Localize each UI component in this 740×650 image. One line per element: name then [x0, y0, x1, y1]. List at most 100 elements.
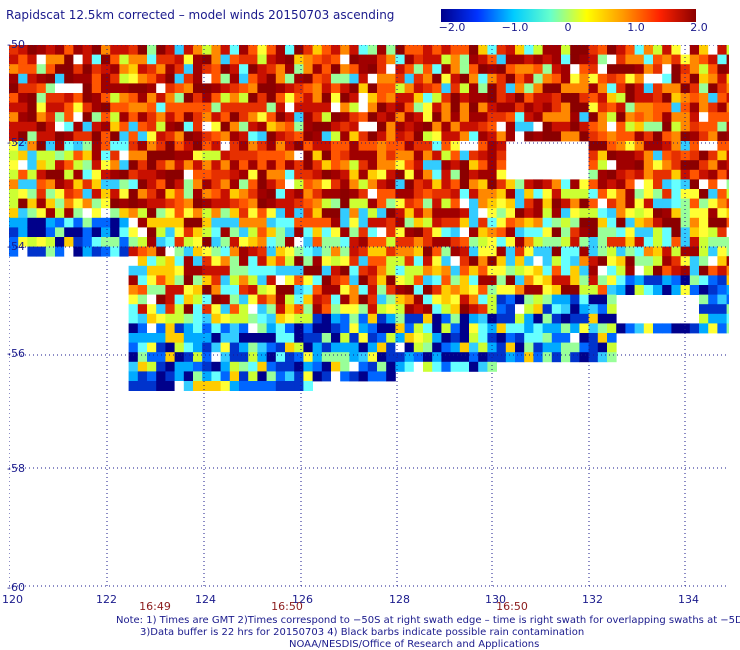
- wind-cell: [349, 285, 359, 295]
- wind-cell: [588, 208, 599, 219]
- wind-cell: [27, 246, 37, 257]
- wind-cell: [726, 313, 729, 324]
- wind-cell: [45, 102, 56, 113]
- pass-time-1: 16:49: [139, 600, 171, 613]
- wind-cell: [699, 45, 709, 55]
- wind-cell: [423, 304, 433, 315]
- wind-cell: [349, 237, 359, 247]
- wind-cell: [91, 179, 102, 190]
- wind-cell: [662, 275, 672, 286]
- wind-cell: [616, 189, 626, 199]
- wind-cell: [285, 64, 295, 75]
- wind-cell: [312, 352, 323, 363]
- wind-cell: [349, 333, 359, 343]
- wind-cell: [634, 102, 645, 113]
- wind-cell: [321, 64, 332, 75]
- wind-cell: [367, 275, 378, 286]
- wind-cell: [524, 54, 534, 65]
- wind-cell: [174, 323, 185, 334]
- wind-cell: [386, 112, 396, 123]
- wind-cell: [643, 112, 654, 123]
- wind-cell: [478, 54, 488, 65]
- lat-label-54: -54: [7, 240, 25, 253]
- wind-cell: [588, 246, 599, 257]
- wind-cell: [137, 256, 148, 267]
- wind-cell: [708, 237, 718, 247]
- wind-cell: [110, 141, 120, 151]
- wind-cell: [211, 179, 221, 190]
- wind-cell: [551, 294, 562, 305]
- wind-cell: [542, 112, 553, 123]
- wind-cell: [183, 150, 194, 161]
- wind-cell: [165, 64, 175, 75]
- wind-cell: [671, 64, 681, 75]
- wind-cell: [459, 237, 470, 247]
- wind-cell: [193, 131, 203, 142]
- wind-cell: [367, 64, 378, 75]
- wind-cell: [469, 208, 479, 219]
- wind-cell: [689, 208, 700, 219]
- wind-cell: [174, 275, 185, 286]
- wind-cell: [147, 112, 157, 123]
- wind-cell: [202, 83, 212, 94]
- wind-cell: [36, 246, 47, 257]
- wind-cell: [331, 323, 341, 334]
- note-line-1: Note: 1) Times are GMT 2)Times correspon…: [116, 615, 740, 626]
- wind-cell: [459, 256, 470, 267]
- wind-cell: [561, 179, 571, 190]
- wind-cell: [597, 256, 608, 267]
- wind-cell: [487, 83, 497, 94]
- wind-cell: [266, 256, 277, 267]
- wind-cell: [82, 179, 93, 190]
- wind-cell: [220, 93, 231, 103]
- wind-cell: [726, 73, 729, 84]
- wind-cell: [266, 198, 277, 209]
- wind-cell: [579, 342, 589, 353]
- wind-cell: [625, 150, 635, 161]
- wind-cell: [653, 227, 663, 238]
- wind-cell: [55, 198, 65, 209]
- wind-cell: [441, 73, 451, 84]
- wind-cell: [478, 112, 488, 123]
- wind-cell: [331, 54, 341, 65]
- wind-cell: [340, 189, 350, 199]
- wind-cell: [294, 93, 304, 103]
- wind-cell: [459, 141, 470, 151]
- wind-cell: [505, 333, 516, 343]
- wind-cell: [229, 189, 240, 199]
- wind-cell: [441, 198, 451, 209]
- wind-cell: [248, 169, 258, 180]
- wind-cell: [349, 102, 359, 113]
- wind-cell: [505, 179, 516, 190]
- wind-cell: [91, 169, 102, 180]
- wind-cell: [395, 246, 405, 257]
- wind-cell: [202, 217, 212, 228]
- wind-cell: [699, 265, 709, 276]
- wind-cell: [229, 256, 240, 267]
- wind-cell: [91, 227, 102, 238]
- wind-cell: [156, 246, 166, 257]
- wind-cell: [9, 102, 19, 113]
- wind-cell: [174, 265, 185, 276]
- wind-cell: [321, 361, 332, 372]
- wind-cell: [275, 217, 286, 228]
- wind-cell: [285, 227, 295, 238]
- wind-cell: [570, 102, 580, 113]
- wind-cell: [377, 371, 387, 382]
- wind-cell: [331, 227, 341, 238]
- wind-cell: [395, 265, 405, 276]
- wind-cell: [671, 217, 681, 228]
- wind-cell: [294, 313, 304, 324]
- wind-cell: [165, 141, 175, 151]
- wind-cell: [55, 208, 65, 219]
- wind-cell: [275, 333, 286, 343]
- wind-cell: [193, 169, 203, 180]
- wind-cell: [285, 381, 295, 391]
- wind-cell: [717, 160, 727, 171]
- wind-cell: [579, 304, 589, 315]
- wind-cell: [634, 131, 645, 142]
- wind-cell: [395, 361, 405, 372]
- wind-cell: [441, 294, 451, 305]
- wind-cell: [459, 112, 470, 123]
- wind-cell: [432, 131, 442, 142]
